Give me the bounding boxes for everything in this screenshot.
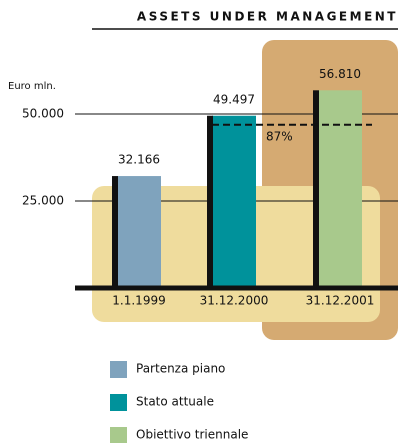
value-label: 56.810 xyxy=(319,67,361,81)
y-tick-label: 50.000 xyxy=(22,107,64,121)
legend-swatch xyxy=(110,361,127,378)
y-tick-label: 25.000 xyxy=(22,194,64,208)
bar-edge xyxy=(207,115,213,288)
legend-swatch xyxy=(110,427,127,443)
x-tick-label: 1.1.1999 xyxy=(112,294,165,308)
legend-label: Stato attuale xyxy=(136,395,214,409)
x-tick-label: 31.12.2001 xyxy=(306,294,375,308)
bar-edge xyxy=(112,176,118,288)
bar xyxy=(212,115,256,288)
bar xyxy=(117,176,161,288)
bar-edge xyxy=(313,90,319,288)
value-label: 32.166 xyxy=(118,153,160,167)
bar xyxy=(318,90,362,288)
chart-title: ASSETS UNDER MANAGEMENT xyxy=(137,10,398,24)
legend-swatch xyxy=(110,394,127,411)
legend-label: Partenza piano xyxy=(136,362,225,376)
legend-label: Obiettivo triennale xyxy=(136,428,248,442)
value-label: 49.497 xyxy=(213,92,255,106)
x-tick-label: 31.12.2000 xyxy=(200,294,269,308)
y-axis-label: Euro mln. xyxy=(8,81,56,92)
annotation: 87% xyxy=(266,129,293,143)
